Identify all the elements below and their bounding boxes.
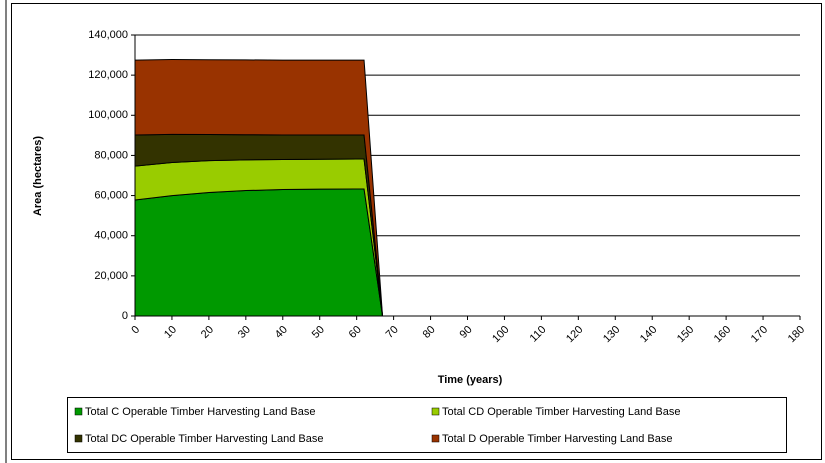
legend-box xyxy=(67,397,787,453)
legend-label: Total CD Operable Timber Harvesting Land… xyxy=(442,406,680,418)
y-tick-label: 140,000 xyxy=(88,29,128,41)
legend-swatch xyxy=(431,407,440,416)
legend-swatch xyxy=(74,407,83,416)
legend-swatch xyxy=(74,434,83,443)
y-tick-label: 80,000 xyxy=(94,149,128,161)
legend-label: Total D Operable Timber Harvesting Land … xyxy=(442,433,673,445)
chart-frame xyxy=(11,3,822,460)
legend-label: Total C Operable Timber Harvesting Land … xyxy=(85,406,316,418)
y-tick-label: 0 xyxy=(122,310,128,322)
y-tick-label: 100,000 xyxy=(88,109,128,121)
y-axis-title: Area (hectares) xyxy=(32,136,44,216)
legend-swatch xyxy=(431,434,440,443)
y-tick-label: 60,000 xyxy=(94,189,128,201)
y-tick-label: 120,000 xyxy=(88,69,128,81)
legend-label: Total DC Operable Timber Harvesting Land… xyxy=(85,433,323,445)
y-tick-label: 40,000 xyxy=(94,230,128,242)
x-axis-title: Time (years) xyxy=(438,374,503,386)
y-tick-label: 20,000 xyxy=(94,270,128,282)
